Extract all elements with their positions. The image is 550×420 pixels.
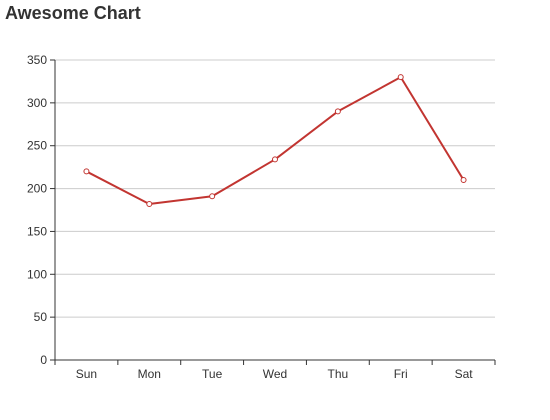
series (83, 74, 467, 207)
y-tick-label: 100 (27, 267, 47, 281)
y-tick-labels: 0 50 100 150 200 250 300 350 (27, 53, 47, 367)
data-point (146, 201, 153, 207)
x-tick-labels: Sun Mon Tue Wed Thu Fri Sat (76, 367, 473, 381)
axes (50, 59, 496, 365)
x-tick-label: Tue (202, 367, 223, 381)
series-line (85, 76, 465, 205)
x-tick-label: Thu (328, 367, 349, 381)
data-point (83, 168, 90, 175)
chart-title: Awesome Chart (5, 3, 141, 23)
x-tick-label: Mon (138, 367, 161, 381)
y-tick-label: 350 (27, 53, 47, 67)
data-point (397, 74, 404, 81)
data-point (334, 108, 341, 115)
y-tick-label: 150 (27, 224, 47, 238)
y-tick-label: 200 (27, 182, 47, 196)
data-point (209, 193, 216, 200)
x-tick-label: Fri (394, 367, 408, 381)
y-tick-label: 0 (40, 353, 47, 367)
x-tick-label: Sun (76, 367, 97, 381)
data-point (460, 177, 467, 183)
x-tick-label: Sat (455, 367, 474, 381)
y-tick-label: 300 (27, 96, 47, 110)
y-tick-label: 250 (27, 139, 47, 153)
y-tick-label: 50 (34, 310, 48, 324)
data-point (272, 156, 278, 163)
x-tick-label: Wed (263, 367, 287, 381)
grid-lines (55, 59, 495, 318)
